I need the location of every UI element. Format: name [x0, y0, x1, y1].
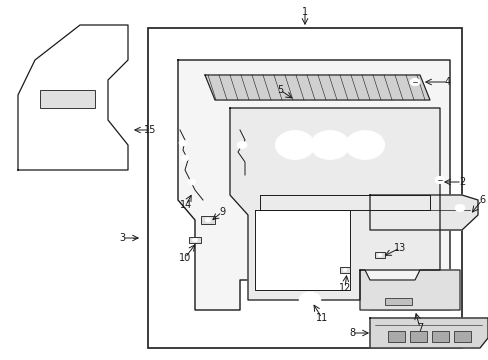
Polygon shape — [18, 25, 128, 170]
Circle shape — [237, 141, 246, 149]
Text: 3: 3 — [119, 233, 125, 243]
Circle shape — [192, 238, 197, 242]
Circle shape — [342, 269, 346, 271]
Circle shape — [345, 131, 384, 159]
Circle shape — [188, 179, 196, 185]
Bar — [201, 216, 215, 224]
Text: 9: 9 — [219, 207, 224, 217]
Circle shape — [130, 234, 140, 242]
Circle shape — [310, 131, 349, 159]
Bar — [189, 237, 201, 243]
Circle shape — [454, 204, 464, 212]
Text: 15: 15 — [143, 125, 156, 135]
Bar — [339, 267, 349, 273]
Circle shape — [181, 155, 188, 161]
Circle shape — [275, 131, 314, 159]
Text: 10: 10 — [179, 253, 191, 263]
Bar — [409, 331, 426, 342]
Circle shape — [377, 253, 381, 256]
Text: 5: 5 — [276, 85, 283, 95]
Polygon shape — [229, 108, 439, 300]
Text: 1: 1 — [301, 7, 307, 17]
Text: 2: 2 — [458, 177, 464, 187]
Bar — [387, 331, 404, 342]
Circle shape — [434, 176, 444, 184]
Polygon shape — [204, 75, 429, 100]
Text: 8: 8 — [348, 328, 354, 338]
Bar — [374, 252, 384, 257]
Text: 13: 13 — [393, 243, 406, 253]
Circle shape — [205, 218, 210, 222]
Bar — [431, 331, 448, 342]
Text: 4: 4 — [444, 77, 450, 87]
Text: 7: 7 — [416, 323, 422, 333]
Polygon shape — [254, 210, 349, 290]
Bar — [40, 90, 95, 108]
Polygon shape — [178, 60, 449, 310]
Polygon shape — [359, 270, 459, 310]
Polygon shape — [369, 318, 487, 348]
Polygon shape — [369, 195, 477, 230]
Bar — [453, 331, 470, 342]
Circle shape — [409, 78, 419, 86]
Text: 11: 11 — [315, 313, 327, 323]
Bar — [148, 28, 461, 348]
Text: 6: 6 — [478, 195, 484, 205]
Text: 12: 12 — [338, 283, 350, 293]
Bar — [384, 298, 411, 305]
Circle shape — [179, 140, 186, 146]
Text: 14: 14 — [180, 200, 192, 210]
Circle shape — [299, 292, 320, 308]
